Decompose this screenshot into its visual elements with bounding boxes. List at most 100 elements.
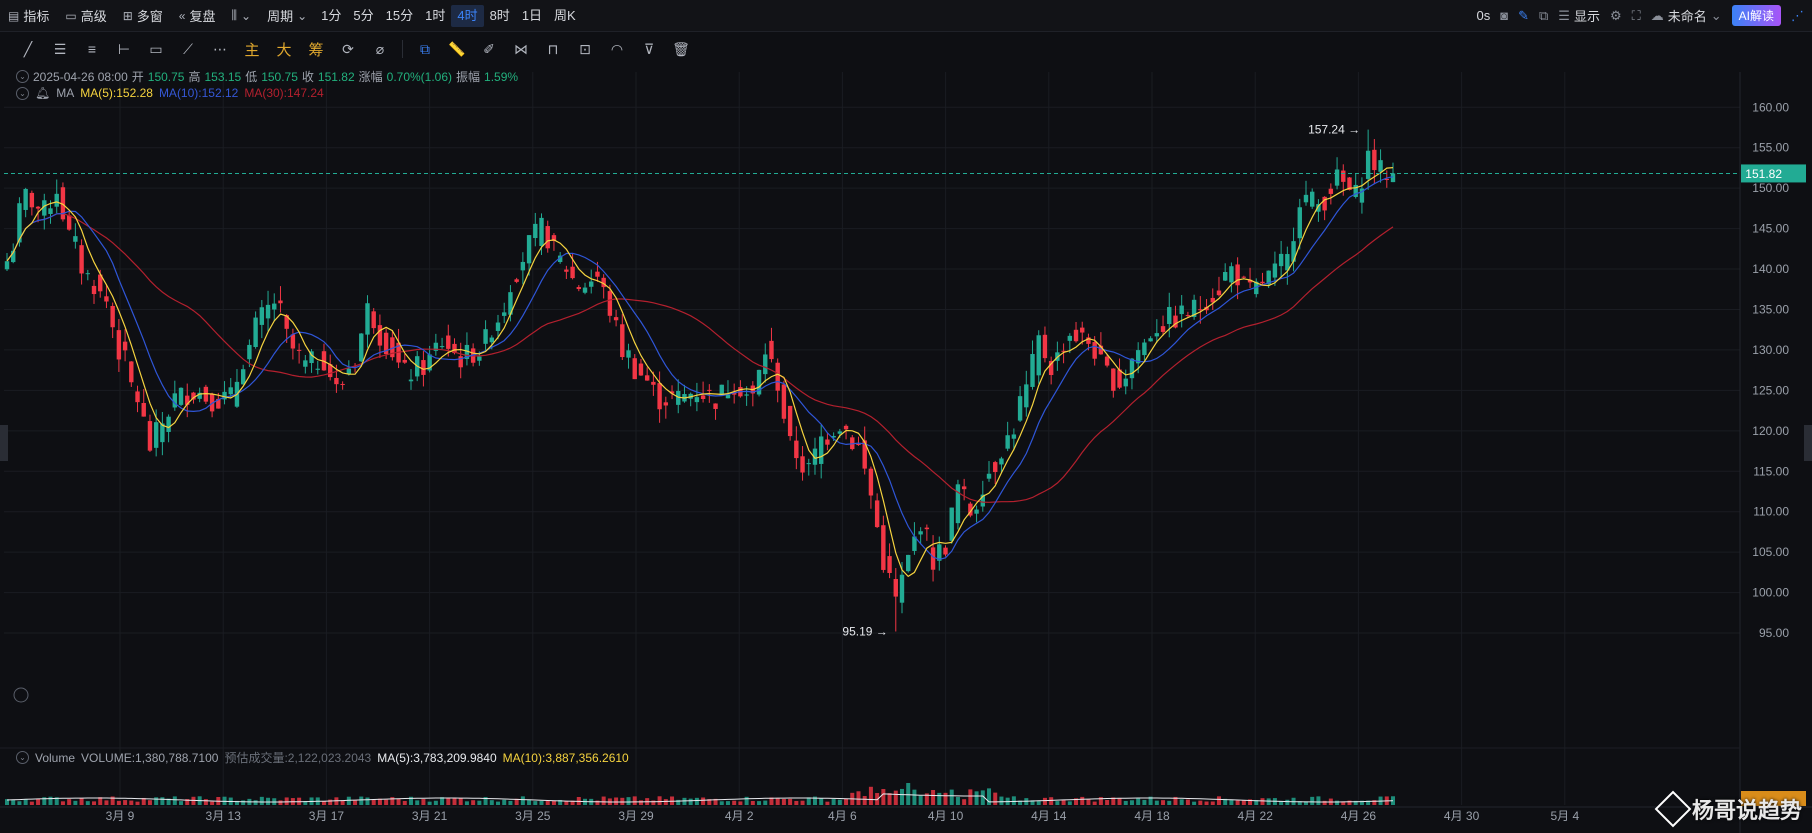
candle-body xyxy=(744,394,749,396)
candle-body xyxy=(1247,279,1253,283)
volume-bar xyxy=(1148,796,1153,805)
horizontal-lines-icon[interactable]: ☰ xyxy=(53,40,67,57)
y-tick-label: 110.00 xyxy=(1753,505,1789,519)
candle-body xyxy=(502,312,507,316)
candle-body xyxy=(794,440,799,459)
period-1h[interactable]: 1时 xyxy=(425,7,446,23)
hide-drawing-icon[interactable]: ⌀ xyxy=(375,40,385,57)
collapse-icon[interactable]: ⌄ xyxy=(16,751,29,764)
chips-button[interactable]: 筹 xyxy=(308,41,324,59)
magnet-icon[interactable]: ◠ xyxy=(610,40,624,57)
volume-bar xyxy=(955,796,960,805)
pattern-icon[interactable]: ⋈ xyxy=(514,40,528,57)
top-toolbar: ▤ 指标 ▭ 高级 ⊞ 多窗 «复盘 ⫼ ⌄ 周期 ⌄ 1分 5分 15分 1时 4时 8… xyxy=(0,0,1812,32)
volume-bar xyxy=(166,798,171,805)
horizontal-ray-icon[interactable]: ⊢ xyxy=(117,40,131,57)
volume-bar xyxy=(812,796,817,805)
ruler-icon[interactable]: 📏 xyxy=(448,40,466,57)
candle-body xyxy=(881,525,886,570)
x-tick-label: 4月 14 xyxy=(1031,809,1067,823)
trend-line-icon[interactable]: ╱ xyxy=(23,40,33,57)
candle-body xyxy=(91,285,97,295)
rectangle-icon[interactable]: ▭ xyxy=(149,40,163,57)
candle-body xyxy=(290,334,296,349)
gear-icon[interactable]: ⚙ xyxy=(1609,7,1622,23)
volume-bar xyxy=(788,798,793,805)
chart-type-button[interactable]: ⫼ ⌄ xyxy=(224,0,260,31)
copy-icon[interactable]: ⧉ xyxy=(420,40,430,57)
period-1w[interactable]: 周K xyxy=(554,7,576,23)
current-price-label: 151.82 xyxy=(1745,167,1782,181)
ai-interpret-button[interactable]: AI解读 xyxy=(1731,5,1781,26)
candle-body xyxy=(800,456,805,473)
candle-body xyxy=(359,333,364,362)
volume-bar xyxy=(738,801,743,805)
period-8h[interactable]: 8时 xyxy=(489,7,510,23)
volume-bar xyxy=(558,799,563,805)
lock-icon[interactable]: ⊓ xyxy=(547,40,559,57)
volume-bar xyxy=(154,797,159,805)
candle-body xyxy=(464,344,470,359)
candle-body xyxy=(1272,263,1278,278)
expand-pane-icon[interactable] xyxy=(13,687,29,703)
volume-bar xyxy=(147,800,152,805)
period-5m[interactable]: 5分 xyxy=(353,7,374,23)
volume-bar xyxy=(1316,796,1321,805)
left-panel-toggle[interactable] xyxy=(0,425,8,461)
period-4h[interactable]: 4时 xyxy=(451,4,484,27)
fullscreen-icon[interactable]: ⛶ xyxy=(1631,7,1641,23)
volume-bar xyxy=(1036,801,1041,805)
toolbar-divider xyxy=(402,40,403,58)
filter-icon[interactable]: ⊽ xyxy=(643,40,655,57)
volume-bar xyxy=(36,798,41,805)
replay-button[interactable]: «复盘 xyxy=(178,8,216,25)
candle-body xyxy=(831,436,836,438)
main-chart-button[interactable]: 主 xyxy=(244,41,260,59)
rotate-icon[interactable]: ⟳ xyxy=(342,40,354,57)
x-tick-label: 4月 10 xyxy=(928,809,964,823)
volume-bar xyxy=(60,801,65,805)
collapse-icon[interactable]: ⌄ xyxy=(16,70,29,83)
more-tools-icon[interactable]: ⋯ xyxy=(213,40,227,57)
period-1m[interactable]: 1分 xyxy=(321,7,342,23)
volume-bar xyxy=(1229,799,1234,805)
chevron-down-icon: ⌄ xyxy=(241,8,252,23)
brush-icon[interactable]: ⟋ xyxy=(183,40,193,57)
ma-bell-icon[interactable]: 🔔︎ xyxy=(35,86,51,100)
indicators-button[interactable]: ▤ 指标 xyxy=(8,8,50,25)
big-order-button[interactable]: 大 xyxy=(276,41,292,59)
volume-bar xyxy=(396,798,401,805)
note-icon[interactable]: ⊡ xyxy=(579,40,591,57)
highlighter-icon[interactable]: ✐ xyxy=(483,40,495,57)
candle-body xyxy=(79,245,84,274)
parallel-channel-icon[interactable]: ≡ xyxy=(87,41,97,57)
share-icon[interactable]: ⋰ xyxy=(1791,7,1804,23)
volume-bar xyxy=(763,800,768,805)
period-dropdown[interactable]: 周期 ⌄ xyxy=(267,8,308,25)
camera-icon[interactable]: ◙ xyxy=(1500,8,1509,23)
candle-body xyxy=(1260,281,1265,284)
advanced-button[interactable]: ▭ 高级 xyxy=(65,8,107,25)
y-tick-label: 100.00 xyxy=(1752,586,1789,600)
volume-bar xyxy=(924,793,929,805)
volume-ma5-line xyxy=(6,793,1394,803)
trash-icon[interactable]: 🗑 xyxy=(672,40,690,57)
volume-bar xyxy=(1042,797,1047,805)
volume-bar xyxy=(427,801,432,805)
multi-window-button[interactable]: ⊞ 多窗 xyxy=(122,8,163,25)
candle-body xyxy=(520,261,526,271)
edit-icon[interactable]: ⧉ xyxy=(1539,7,1549,23)
candle-body xyxy=(1266,270,1271,285)
volume-bar xyxy=(321,800,326,805)
display-button[interactable]: ☰ 显示 xyxy=(1558,7,1600,25)
layout-name-dropdown[interactable]: ☁ 未命名 ⌄ xyxy=(1650,7,1722,25)
right-panel-toggle[interactable] xyxy=(1804,425,1812,461)
candle-body xyxy=(160,423,165,443)
period-15m[interactable]: 15分 xyxy=(385,7,414,23)
collapse-icon[interactable]: ⌄ xyxy=(16,86,29,100)
pen-icon[interactable]: ✎ xyxy=(1518,7,1529,23)
volume-bar xyxy=(328,799,333,805)
candle-body xyxy=(955,484,961,524)
period-1d[interactable]: 1日 xyxy=(521,7,543,23)
